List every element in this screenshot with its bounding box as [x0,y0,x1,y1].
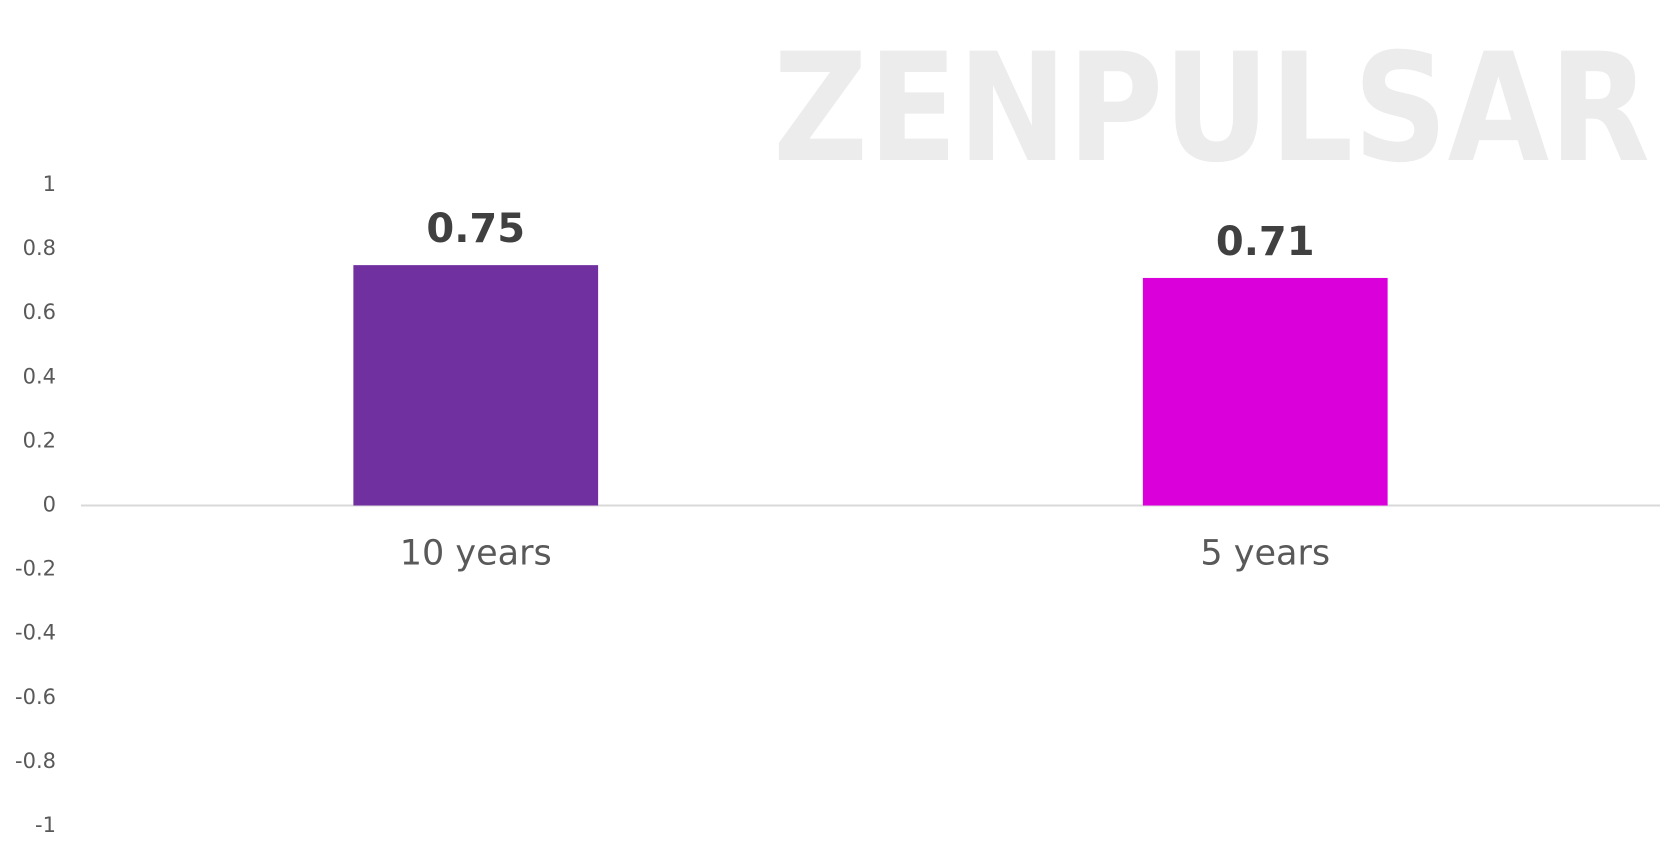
y-tick-label: -0.6 [15,685,56,709]
x-tick-label: 10 years [400,534,552,574]
value-label: 0.71 [1216,219,1315,265]
y-tick-label: 1 [43,172,56,196]
y-tick-label: -0.4 [15,621,56,645]
y-tick-label: 0.6 [23,300,56,324]
bar [1142,277,1388,506]
value-label: 0.75 [426,206,525,252]
y-tick-label: 0 [43,493,56,517]
y-tick-label: -1 [35,813,56,837]
y-tick-label: 0.4 [23,364,56,388]
y-tick-label: -0.8 [15,749,56,773]
x-tick-label: 5 years [1200,534,1330,574]
watermark: ZENPULSAR [773,22,1650,196]
bar [353,265,599,506]
y-tick-label: 0.8 [23,236,56,260]
y-tick-label: -0.2 [15,557,56,581]
y-tick-label: 0.2 [23,428,56,452]
